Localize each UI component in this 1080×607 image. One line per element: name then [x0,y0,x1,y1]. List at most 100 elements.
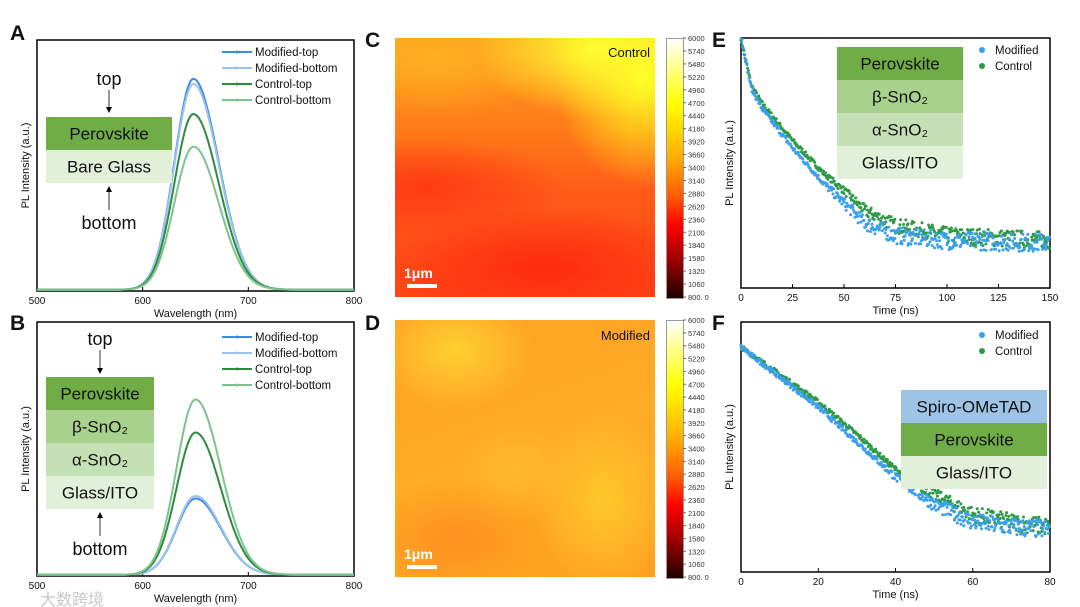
data-point-modified [913,241,917,245]
data-point-control [1022,243,1025,247]
data-point-modified [1011,246,1015,250]
data-point-modified [970,231,974,235]
data-point-control [910,222,914,226]
data-point-modified [930,244,934,248]
panel-label-a: A [10,22,25,45]
data-point-modified [1003,238,1007,241]
data-point-modified [1033,240,1036,244]
data-point-modified [1013,237,1017,240]
data-point-modified [1039,233,1043,237]
data-point-modified [832,418,836,421]
data-point-control [971,228,975,231]
x-axis-label: Time (ns) [872,589,918,601]
data-point-modified [1002,531,1006,534]
data-point-modified [974,524,978,528]
data-point-control [985,511,989,515]
colorbar-tick-label: 3140 [688,457,705,466]
arrow-head-up-icon [106,186,112,192]
data-point-control [882,455,886,459]
plot-frame-B [36,321,355,577]
data-point-modified [958,511,961,514]
colorbar-tick-label: 5220 [688,73,705,82]
annotation-bottom: bottom [81,213,136,233]
data-point-control [1020,229,1024,233]
data-point-modified [836,193,840,197]
data-point-modified [996,517,1000,521]
data-point-modified [784,379,788,383]
data-point-control [973,512,977,516]
data-point-modified [1001,248,1005,252]
data-point-modified [901,226,905,230]
data-point-control [980,507,984,511]
data-point-control [804,150,808,154]
y-axis-label: PL Intensity (a.u.) [20,406,32,492]
data-point-modified [927,495,931,499]
data-point-modified [841,425,844,429]
data-point-modified [800,391,804,394]
data-point-modified [979,248,983,252]
data-point-modified [1032,247,1036,251]
data-point-modified [929,503,933,507]
scale-bar-label-c: 1μm [404,265,433,281]
layer-box-glass [901,456,1047,489]
data-point-control [1025,244,1028,248]
data-point-modified [972,515,975,519]
data-point-modified [1039,521,1043,525]
data-point-modified [834,195,838,199]
layer-label: Perovskite [934,431,1013,450]
spectrum-line-modified-top [37,77,354,291]
data-point-modified [870,222,874,226]
watermark: 大数跨境 [40,590,104,607]
x-tick-label: 40 [890,577,902,588]
data-point-modified [994,524,998,527]
x-axis-label: Wavelength (nm) [154,593,237,605]
data-point-modified [975,240,979,244]
data-point-modified [835,421,839,425]
data-point-control [788,377,792,381]
data-point-modified [1021,232,1025,236]
data-point-control [1002,517,1006,521]
data-point-control [930,223,934,227]
legend-marker [235,98,239,102]
data-point-control [933,489,937,493]
data-point-modified [751,86,755,90]
data-point-modified [999,526,1003,530]
x-tick-label: 700 [240,296,257,307]
data-point-modified [985,231,989,235]
data-point-modified [1023,534,1027,538]
data-point-modified [975,515,979,518]
data-point-control [997,513,1001,517]
data-point-modified [862,219,866,222]
data-point-modified [961,515,964,519]
data-point-control [931,491,935,495]
data-point-modified [1044,243,1048,247]
data-point-modified [746,70,750,74]
data-point-modified [1019,237,1023,241]
data-point-modified [1008,237,1011,241]
data-point-modified [1011,525,1015,529]
data-point-control [851,193,855,197]
data-point-modified [1032,525,1036,529]
colorbar-tick-label: 2100 [688,509,705,518]
data-point-control [978,232,982,236]
data-point-modified [835,191,839,195]
data-point-modified [1036,523,1039,527]
data-point-modified [877,228,881,232]
data-point-control [885,225,889,229]
data-point-control [969,241,973,245]
annotation-bottom: bottom [72,539,127,559]
data-point-modified [1017,249,1021,253]
data-point-modified [771,368,775,372]
data-point-modified [1043,530,1047,534]
data-point-control [746,66,750,70]
data-point-modified [782,377,786,381]
data-point-modified [1010,233,1014,237]
data-point-modified [1005,519,1009,523]
data-point-modified [855,215,859,219]
data-point-modified [954,505,958,509]
data-point-modified [933,246,936,250]
data-point-control [859,206,863,210]
colorbar-tick-label: 3400 [688,164,705,173]
data-point-modified [1004,522,1008,526]
x-tick-label: 75 [890,293,902,304]
